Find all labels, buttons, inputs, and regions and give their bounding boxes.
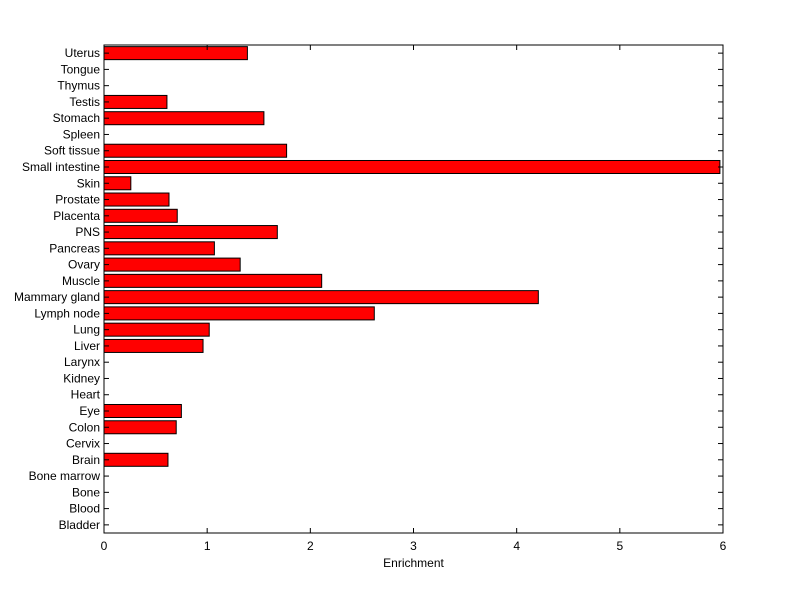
y-tick-label: Lymph node xyxy=(34,306,100,320)
y-tick-label: Bone marrow xyxy=(29,469,101,483)
x-tick-label: 1 xyxy=(204,539,211,553)
y-tick-label: Pancreas xyxy=(49,241,100,255)
y-tick-label: Soft tissue xyxy=(44,144,100,158)
y-tick-label: Liver xyxy=(74,339,100,353)
y-tick-label: Brain xyxy=(72,453,100,467)
bar-placenta xyxy=(103,208,178,223)
y-tick-label: Kidney xyxy=(63,371,100,385)
y-tick-label: Muscle xyxy=(62,274,100,288)
bar-stomach xyxy=(103,111,265,126)
x-tick-label: 6 xyxy=(720,539,727,553)
y-tick-label: Stomach xyxy=(53,111,100,125)
bar-colon xyxy=(103,420,177,435)
x-tick-label: 4 xyxy=(513,539,520,553)
bar-small-intestine xyxy=(103,159,721,175)
y-tick-label: Tongue xyxy=(61,62,101,76)
y-tick-label: Uterus xyxy=(65,46,100,60)
y-tick-label: Colon xyxy=(69,420,100,434)
bar-mammary-gland xyxy=(103,290,539,305)
y-tick-label: PNS xyxy=(75,225,100,239)
bar-prostate xyxy=(103,192,170,207)
bar-soft-tissue xyxy=(103,143,288,158)
y-tick-label: Ovary xyxy=(68,258,100,272)
y-tick-label: Small intestine xyxy=(22,160,100,174)
y-tick-label: Mammary gland xyxy=(14,290,100,304)
bar-brain xyxy=(103,452,169,467)
bars-group xyxy=(103,46,721,467)
y-tick-label: Testis xyxy=(69,95,100,109)
bar-pancreas xyxy=(103,241,215,256)
x-tick-label: 5 xyxy=(616,539,623,553)
bar-muscle xyxy=(103,273,323,288)
x-tick-label: 3 xyxy=(410,539,417,553)
bar-testis xyxy=(103,94,168,109)
x-axis: 0 1 2 3 4 5 6 xyxy=(101,45,727,553)
y-tick-label: Cervix xyxy=(66,437,100,451)
y-tick-label: Spleen xyxy=(63,127,100,141)
bar-lung xyxy=(103,322,210,337)
y-tick-label: Heart xyxy=(71,388,101,402)
y-tick-label: Skin xyxy=(77,176,100,190)
bar-liver xyxy=(103,338,204,353)
bar-pns xyxy=(103,225,278,240)
y-tick-label: Bone xyxy=(72,485,100,499)
x-tick-label: 0 xyxy=(101,539,108,553)
y-tick-label: Eye xyxy=(79,404,100,418)
y-tick-label: Bladder xyxy=(59,518,100,532)
y-tick-label: Blood xyxy=(69,502,100,516)
bar-lymph-node xyxy=(103,306,375,321)
x-axis-label: Enrichment xyxy=(383,556,444,570)
y-tick-label: Lung xyxy=(73,323,100,337)
bar-eye xyxy=(103,403,182,419)
y-tick-label: Larynx xyxy=(64,355,100,369)
x-tick-label: 2 xyxy=(307,539,314,553)
y-axis: Uterus Tongue Thymus Testis Stomach Spleen Sof… xyxy=(14,46,723,532)
bar-ovary xyxy=(103,257,241,272)
y-tick-label: Prostate xyxy=(55,193,100,207)
y-tick-label: Placenta xyxy=(53,209,100,223)
y-tick-label: Thymus xyxy=(57,79,100,93)
bar-uterus xyxy=(103,46,248,61)
